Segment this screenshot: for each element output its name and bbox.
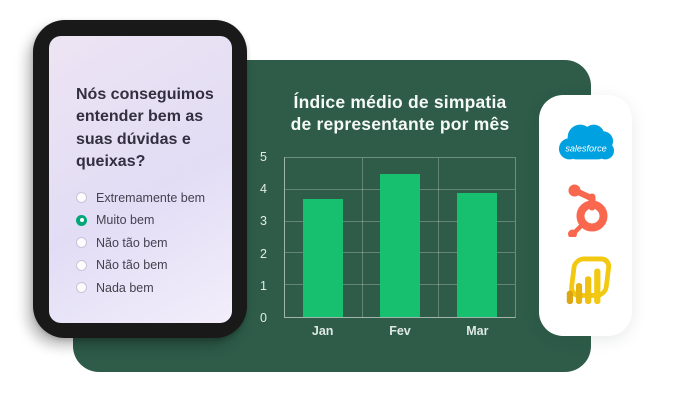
survey-options: Extremamente bem Muito bem Não tão bem Não … [76, 187, 232, 300]
option-label: Não tão bem [96, 258, 168, 273]
phone-frame: Nós conseguimos entender bem as suas dúv… [33, 20, 247, 338]
option-label: Extremamente bem [96, 190, 206, 205]
radio-icon[interactable] [76, 259, 87, 271]
y-tick-label: 3 [260, 214, 267, 229]
y-tick-label: 5 [260, 150, 267, 164]
x-tick-label: Mar [466, 324, 489, 338]
gridline [438, 158, 440, 317]
chart-title: Índice médio de simpatia de representant… [241, 92, 559, 136]
y-tick-label: 1 [260, 278, 267, 293]
bar-fev [380, 173, 420, 317]
radio-icon[interactable] [76, 192, 87, 204]
x-tick-label: Fev [389, 324, 411, 338]
y-axis-ticks: 0 1 2 3 4 5 [243, 150, 275, 325]
bar-mar [456, 192, 497, 317]
chart-plot [284, 157, 516, 318]
y-tick-label: 0 [260, 311, 267, 325]
survey-option[interactable]: Extremamente bem [76, 187, 232, 210]
x-axis-labels: Jan Fev Mar [284, 324, 516, 338]
survey-question: Nós conseguimos entender bem as suas dúv… [76, 86, 214, 171]
svg-text:salesforce: salesforce [565, 143, 606, 153]
integrations-card: salesforce [539, 95, 632, 336]
radio-icon[interactable] [76, 237, 87, 249]
option-label: Muito bem [96, 213, 155, 228]
radio-icon[interactable] [76, 282, 87, 294]
power-bi-logo [566, 256, 611, 305]
option-label: Nada bem [96, 280, 154, 295]
hubspot-logo [567, 184, 607, 237]
salesforce-logo: salesforce [558, 124, 614, 160]
gridline [361, 158, 363, 317]
survey-option[interactable]: Muito bem [76, 209, 232, 232]
survey-option[interactable]: Nada bem [76, 277, 232, 300]
option-label: Não tão bem [96, 235, 168, 250]
chart-title-line-2: de representante por mês [290, 113, 510, 134]
y-tick-label: 2 [260, 246, 267, 261]
radio-selected-icon[interactable] [76, 214, 87, 226]
bar-jan [303, 199, 344, 317]
survey-card: Nós conseguimos entender bem as suas dúv… [49, 36, 232, 323]
survey-option[interactable]: Não tão bem [76, 254, 232, 277]
y-tick-label: 4 [260, 182, 267, 197]
x-tick-label: Jan [311, 324, 334, 338]
survey-option[interactable]: Não tão bem [76, 232, 232, 255]
chart-title-line-1: Índice médio de simpatia [293, 92, 507, 112]
